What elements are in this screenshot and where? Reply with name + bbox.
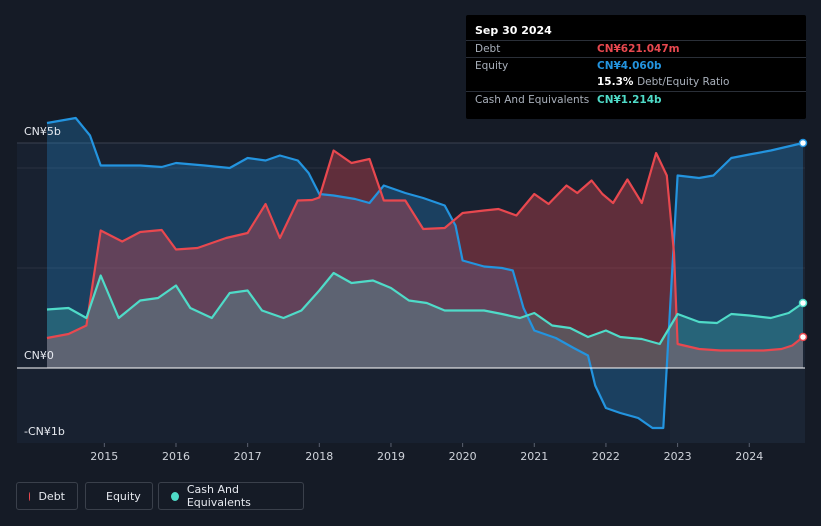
tooltip-row-ratio: 15.3% Debt/Equity Ratio (466, 74, 806, 91)
tooltip-row-equity: Equity CN¥4.060b (466, 57, 806, 75)
cash-area (47, 273, 803, 368)
future-shade (670, 143, 805, 443)
x-tick-label: 2016 (162, 450, 190, 463)
cash-line (46, 271, 804, 346)
x-tick-label: 2017 (234, 450, 262, 463)
ratio-label: Debt/Equity Ratio (637, 76, 730, 88)
tooltip-equity-label: Equity (475, 60, 509, 72)
equity-area (47, 118, 803, 428)
tooltip-debt-value: CN¥621.047m (597, 43, 680, 55)
legend-debt-label: Debt (38, 489, 65, 503)
tooltip-equity-value: CN¥4.060b (597, 60, 662, 72)
y-tick-label-bottom: -CN¥1b (24, 425, 65, 438)
legend-equity-label: Equity (106, 489, 141, 503)
x-tick-label: 2021 (520, 450, 548, 463)
tooltip-cash-value: CN¥1.214b (597, 94, 662, 106)
tooltip-date: Sep 30 2024 (475, 24, 552, 37)
legend-equity[interactable]: Equity (85, 482, 153, 510)
y-tick-label-zero: CN¥0 (24, 349, 54, 362)
equity-end-point (798, 138, 808, 148)
ratio-number: 15.3% (597, 76, 634, 88)
x-tick-label: 2020 (449, 450, 477, 463)
tooltip-row-debt: Debt CN¥621.047m (466, 40, 806, 58)
tooltip-panel: Sep 30 2024 Debt CN¥621.047m Equity CN¥4… (466, 15, 806, 119)
equity-line (46, 116, 804, 430)
x-tick-label: 2024 (735, 450, 763, 463)
tooltip-ratio-value: 15.3% Debt/Equity Ratio (597, 76, 729, 88)
debt-area (47, 150, 803, 368)
legend-cash[interactable]: Cash And Equivalents (158, 482, 304, 510)
debt-line (46, 149, 804, 352)
x-tick-label: 2023 (664, 450, 692, 463)
tooltip-cash-label: Cash And Equivalents (475, 94, 590, 106)
x-tick-label: 2015 (90, 450, 118, 463)
x-tick-label: 2022 (592, 450, 620, 463)
x-tick-label: 2018 (305, 450, 333, 463)
y-tick-label-top: CN¥5b (24, 125, 61, 138)
legend-cash-label: Cash And Equivalents (186, 483, 251, 509)
tooltip-row-cash: Cash And Equivalents CN¥1.214b (466, 91, 806, 109)
legend-debt-dot (29, 491, 31, 501)
tooltip-debt-label: Debt (475, 43, 501, 55)
legend-cash-dot (171, 491, 179, 501)
legend-debt[interactable]: Debt (16, 482, 78, 510)
cash-end-point (798, 298, 808, 308)
x-tick-label: 2019 (377, 450, 405, 463)
debt-end-point (798, 332, 808, 342)
